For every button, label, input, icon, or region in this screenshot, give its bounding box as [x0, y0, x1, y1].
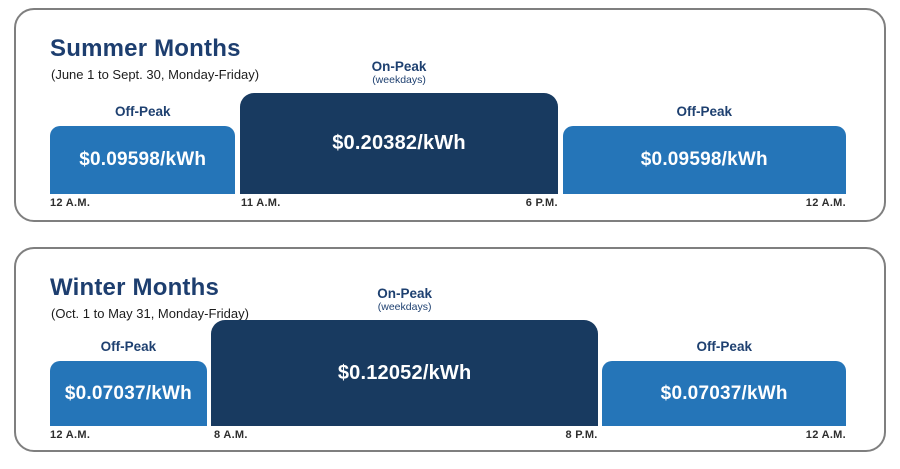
time-axis: 12 A.M. 11 A.M. 6 P.M. 12 A.M. — [50, 194, 846, 212]
segment-onpeak: On-Peak (weekdays) $0.12052/kWh — [211, 285, 599, 426]
off-peak-bar: $0.09598/kWh — [562, 126, 846, 194]
segment-label: On-Peak (weekdays) — [371, 58, 427, 87]
winter-rate-chart: Off-Peak $0.07037/kWh On-Peak (weekdays)… — [50, 285, 846, 441]
rate-value: $0.07037/kWh — [660, 382, 788, 404]
rate-value: $0.12052/kWh — [337, 361, 472, 384]
segment-offpeak-evening: Off-Peak $0.09598/kWh — [562, 104, 846, 194]
axis-tick: 11 A.M. — [241, 197, 281, 209]
rate-value: $0.07037/kWh — [64, 382, 192, 404]
bars-row: Off-Peak $0.07037/kWh On-Peak (weekdays)… — [50, 285, 846, 426]
segment-offpeak-evening: Off-Peak $0.07037/kWh — [602, 339, 846, 426]
segment-label: Off-Peak — [676, 104, 733, 120]
summer-rates-panel: Summer Months (June 1 to Sept. 30, Monda… — [14, 8, 886, 222]
segment-offpeak-morning: Off-Peak $0.07037/kWh — [50, 339, 207, 426]
off-peak-bar: $0.09598/kWh — [50, 126, 236, 194]
segment-label: On-Peak (weekdays) — [377, 285, 432, 314]
winter-rates-panel: Winter Months (Oct. 1 to May 31, Monday-… — [14, 247, 886, 452]
summer-rate-chart: Off-Peak $0.09598/kWh On-Peak (weekdays)… — [50, 58, 846, 209]
axis-tick: 12 A.M. — [50, 429, 91, 441]
segment-sublabel: (weekdays) — [377, 301, 432, 314]
panel-subtitle: (Oct. 1 to May 31, Monday-Friday) — [51, 306, 249, 321]
axis-tick: 12 A.M. — [805, 197, 846, 209]
segment-onpeak: On-Peak (weekdays) $0.20382/kWh — [239, 58, 559, 194]
axis-tick: 8 A.M. — [213, 429, 248, 441]
segment-sublabel: (weekdays) — [372, 74, 426, 87]
panel-title: Winter Months — [50, 274, 220, 301]
rate-value: $0.09598/kWh — [79, 149, 207, 170]
off-peak-bar: $0.07037/kWh — [50, 361, 207, 426]
axis-tick: 6 P.M. — [525, 197, 558, 209]
segment-label-text: On-Peak — [377, 285, 432, 301]
axis-tick: 12 A.M. — [50, 197, 91, 209]
on-peak-bar: $0.12052/kWh — [211, 320, 599, 426]
rate-value: $0.09598/kWh — [640, 149, 768, 170]
rate-value: $0.20382/kWh — [332, 132, 466, 154]
axis-tick: 12 A.M. — [805, 429, 846, 441]
time-axis: 12 A.M. 8 A.M. 8 P.M. 12 A.M. — [50, 426, 846, 444]
segment-label: Off-Peak — [100, 339, 157, 355]
on-peak-bar: $0.20382/kWh — [239, 93, 559, 194]
panel-title: Summer Months — [50, 35, 241, 62]
off-peak-bar: $0.07037/kWh — [602, 361, 846, 426]
bars-row: Off-Peak $0.09598/kWh On-Peak (weekdays)… — [50, 58, 846, 194]
segment-offpeak-morning: Off-Peak $0.09598/kWh — [50, 104, 236, 194]
segment-label: Off-Peak — [114, 104, 171, 120]
segment-label-text: On-Peak — [371, 58, 427, 74]
axis-tick: 8 P.M. — [565, 429, 598, 441]
panel-subtitle: (June 1 to Sept. 30, Monday-Friday) — [51, 67, 260, 82]
segment-label: Off-Peak — [696, 339, 752, 355]
